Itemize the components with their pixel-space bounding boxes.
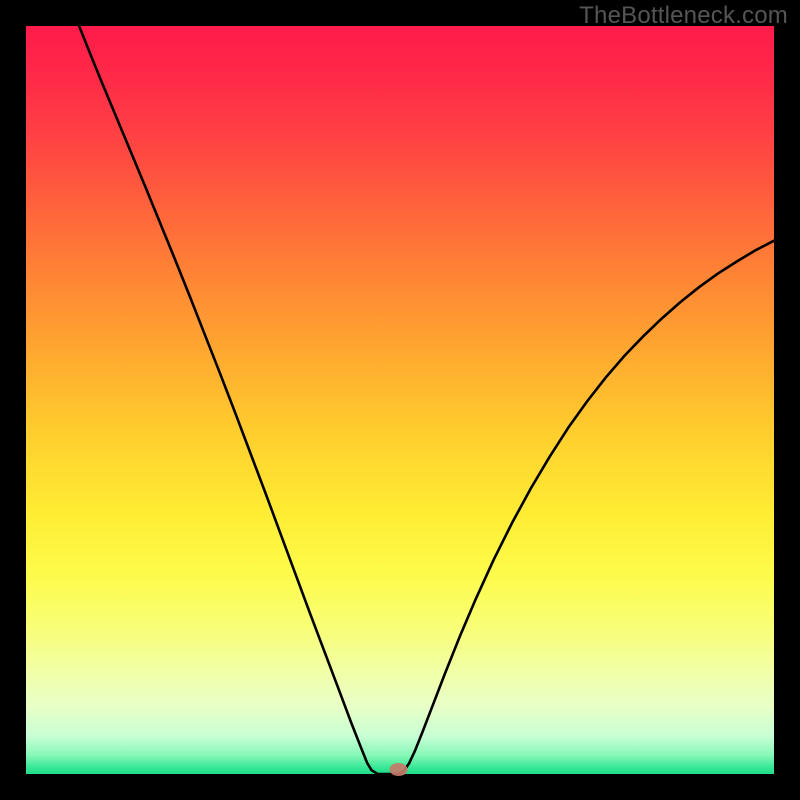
bottleneck-chart: TheBottleneck.com [0, 0, 800, 800]
plot-background [26, 26, 774, 774]
watermark-text: TheBottleneck.com [579, 2, 788, 30]
optimal-point-marker [390, 763, 408, 776]
chart-frame [0, 0, 800, 800]
chart-svg [0, 0, 800, 800]
